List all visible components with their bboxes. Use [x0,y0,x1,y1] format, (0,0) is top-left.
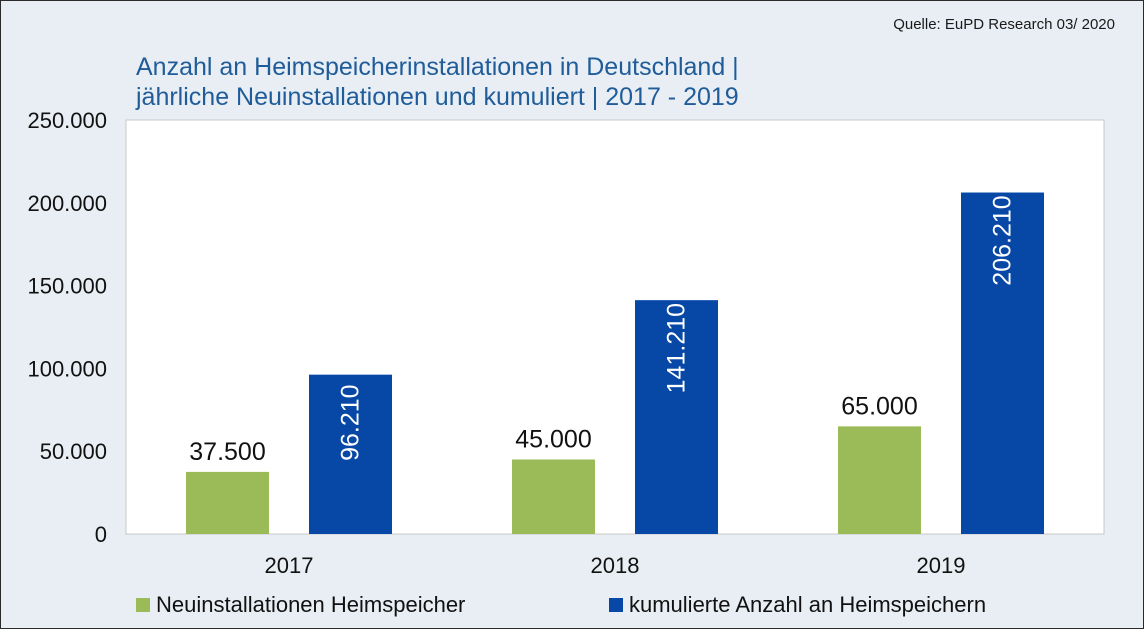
bar-kumuliert-2018 [635,300,718,534]
x-tick-label-2019: 2019 [917,553,966,578]
legend-swatch-neuinstallationen [136,598,150,612]
legend-label-neuinstallationen: Neuinstallationen Heimspeicher [156,592,466,617]
plot-area [125,119,1105,535]
x-tick-label-2018: 2018 [591,553,640,578]
data-label-neuinstallationen-2018: 45.000 [515,425,591,453]
bar-neuinstallationen-2018 [512,459,595,534]
bar-kumuliert-2019 [961,192,1044,534]
chart-title: Anzahl an Heimspeicherinstallationen in … [136,52,739,112]
source-note: Quelle: EuPD Research 03/ 2020 [893,16,1115,33]
legend-item-kumuliert: kumulierte Anzahl an Heimspeichern [609,592,986,618]
y-tick-label: 50.000 [40,439,107,464]
bar-neuinstallationen-2017 [186,471,269,534]
data-label-neuinstallationen-2019: 65.000 [841,392,917,420]
chart-title-line-2: jährliche Neuinstallationen und kumulier… [136,83,739,111]
bar-neuinstallationen-2019 [838,426,921,534]
data-label-neuinstallationen-2017: 37.500 [189,438,265,466]
data-label-kumuliert-2018: 141.210 [663,303,691,393]
data-label-kumuliert-2019: 206.210 [989,195,1017,285]
y-tick-label: 200.000 [27,191,107,216]
y-tick-label: 150.000 [27,274,107,299]
bar-chart: 0 50.000 100.000 150.000 200.000 250.000 37.50… [27,108,1105,578]
legend-swatch-kumuliert [609,598,623,612]
legend-label-kumuliert: kumulierte Anzahl an Heimspeichern [629,592,987,617]
legend-item-neuinstallationen: Neuinstallationen Heimspeicher [136,592,465,618]
bar-kumuliert-2017 [309,374,392,534]
chart-legend: Neuinstallationen Heimspeicher kumuliert… [1,592,1143,618]
y-tick-label: 100.000 [27,356,107,381]
x-tick-label-2017: 2017 [265,553,314,578]
data-label-kumuliert-2017: 96.210 [337,384,365,460]
chart-title-line-1: Anzahl an Heimspeicherinstallationen in … [136,53,739,81]
y-tick-label: 0 [95,522,107,547]
y-tick-label: 250.000 [27,108,107,133]
